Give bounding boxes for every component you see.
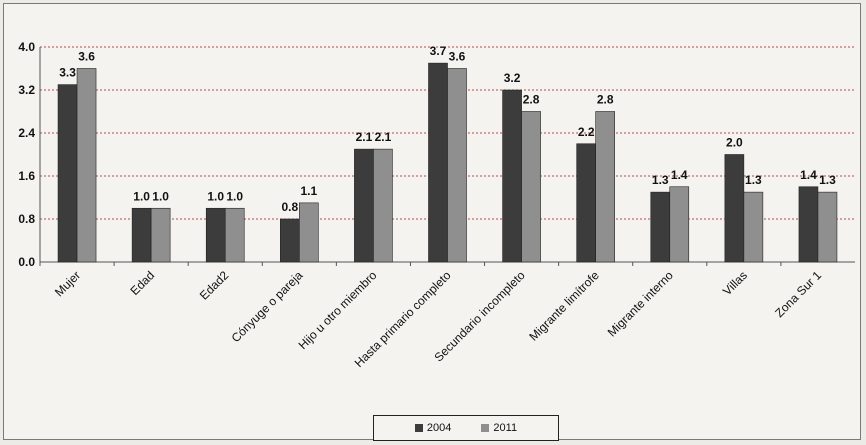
bar-2011-5 xyxy=(373,148,393,263)
data-label-2011-4: 1.1 xyxy=(300,184,317,198)
data-label-2004-1: 3.3 xyxy=(59,66,76,80)
category-label: Edad xyxy=(128,268,158,298)
data-label-2004-10: 2.0 xyxy=(726,136,743,150)
bar-2011-6 xyxy=(447,68,467,263)
bar-2011-3 xyxy=(224,207,245,263)
data-label-2004-4: 0.8 xyxy=(281,200,298,214)
bar-2004-6 xyxy=(428,62,448,263)
data-label-2011-8: 2.8 xyxy=(597,93,614,107)
data-label-2011-11: 1.3 xyxy=(819,173,836,187)
data-label-2011-5: 2.1 xyxy=(375,130,392,144)
bar-2011-7 xyxy=(521,111,541,263)
y-tick-label: 4.0 xyxy=(18,40,35,54)
legend-swatch-2011 xyxy=(481,424,490,432)
bar-2004-11 xyxy=(798,186,819,263)
data-label-2004-9: 1.3 xyxy=(652,173,669,187)
bar-2004-1 xyxy=(57,84,78,263)
data-label-2011-3: 1.0 xyxy=(226,189,243,203)
y-tick-label: 3.2 xyxy=(18,83,35,97)
y-tick-label: 1.6 xyxy=(18,169,35,183)
data-label-2011-7: 2.8 xyxy=(523,93,540,107)
y-tick-label: 2.4 xyxy=(18,126,35,140)
data-label-2011-1: 3.6 xyxy=(78,50,95,64)
bar-2011-11 xyxy=(817,191,838,263)
data-label-2011-2: 1.0 xyxy=(152,189,169,203)
legend: 2004 2011 xyxy=(373,415,559,441)
category-label: Villas xyxy=(720,268,750,298)
data-label-2004-8: 2.2 xyxy=(578,125,595,139)
category-label: Mujer xyxy=(52,268,83,299)
bar-2011-1 xyxy=(76,68,97,263)
y-tick-label: 0.8 xyxy=(18,212,35,226)
category-label: Edad2 xyxy=(197,268,232,303)
data-label-2011-10: 1.3 xyxy=(745,173,762,187)
bar-2004-7 xyxy=(502,89,522,263)
data-label-2011-9: 1.4 xyxy=(671,168,688,182)
bar-2004-9 xyxy=(650,191,671,263)
category-label: Hijo u otro miembro xyxy=(296,268,380,352)
legend-item-2004: 2004 xyxy=(414,422,452,434)
data-label-2004-3: 1.0 xyxy=(207,189,224,203)
bar-2011-2 xyxy=(150,207,171,263)
bar-2011-10 xyxy=(743,191,764,263)
data-label-2004-7: 3.2 xyxy=(504,71,521,85)
bar-2011-9 xyxy=(669,186,690,263)
y-tick-label: 0.0 xyxy=(18,255,35,269)
data-label-2011-6: 3.6 xyxy=(449,50,466,64)
legend-item-2011: 2011 xyxy=(481,422,517,434)
bar-2004-10 xyxy=(724,154,745,263)
bar-2004-8 xyxy=(576,143,596,263)
legend-label-2011: 2011 xyxy=(493,422,518,434)
legend-label-2004: 2004 xyxy=(426,422,452,434)
bar-2011-4 xyxy=(299,202,319,263)
category-label: Zona Sur 1 xyxy=(772,268,824,320)
category-label: Cónyuge o pareja xyxy=(229,268,306,345)
bar-2004-4 xyxy=(280,218,300,263)
bar-2011-8 xyxy=(595,111,615,263)
data-label-2004-5: 2.1 xyxy=(356,130,373,144)
data-label-2004-6: 3.7 xyxy=(430,44,447,58)
bar-2004-3 xyxy=(205,207,226,263)
data-label-2004-11: 1.4 xyxy=(800,168,817,182)
chart-frame: 0.0 0.8 1.6 2.4 3.2 4.0 3.3 3.6 Mujer 1.0 1.0 Edad 1… xyxy=(3,3,861,441)
bar-2004-2 xyxy=(131,207,152,263)
category-label: Migrante interno xyxy=(605,268,676,339)
category-label: Migrante limítrofe xyxy=(526,268,602,344)
legend-swatch-2004 xyxy=(414,424,423,432)
bar-2004-5 xyxy=(354,148,374,263)
data-label-2004-2: 1.0 xyxy=(133,189,150,203)
